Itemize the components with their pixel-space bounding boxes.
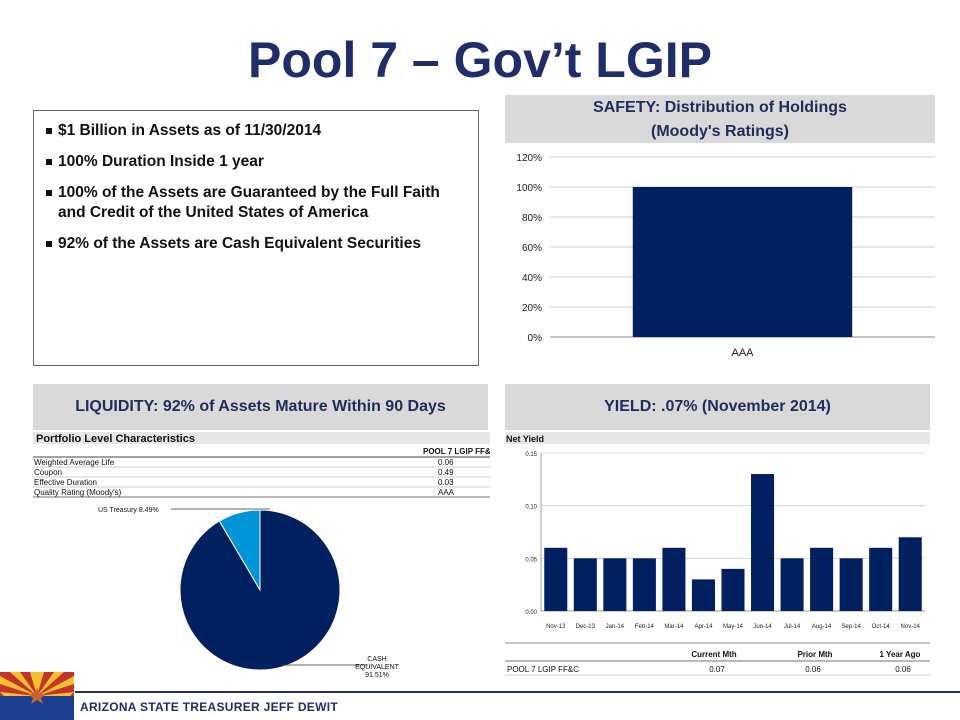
pie-label-cash-1: CASH — [367, 656, 386, 663]
yield-header: YIELD: .07% (November 2014) — [505, 384, 930, 430]
bar — [691, 579, 715, 611]
list-item: 100% of the Assets are Guaranteed by the… — [46, 183, 466, 223]
bar — [810, 547, 834, 611]
x-tick-label: Oct-14 — [872, 624, 891, 630]
table-title: Portfolio Level Characteristics — [36, 433, 195, 445]
page-title: Pool 7 – Gov’t LGIP — [248, 32, 712, 88]
y-tick-label: 20% — [522, 303, 542, 314]
yield-col-header: 1 Year Ago — [880, 650, 921, 659]
yield-value-current: 0.07 — [709, 665, 725, 674]
x-tick-label: AAA — [731, 347, 754, 359]
yield-bars: 0.00 0.05 0.10 0.15 Nov-13 Dec-13 Jan-14 Feb-14… — [525, 452, 925, 630]
bullet-square-icon — [46, 128, 52, 134]
row-label: Quality Rating (Moody's) — [34, 488, 122, 497]
row-label: Effective Duration — [34, 478, 97, 487]
table-row: Coupon 0.49 — [33, 468, 490, 478]
bar — [869, 547, 893, 611]
pie-label-cash-3: 91.51% — [365, 672, 389, 679]
x-tick-label: Nov-14 — [901, 624, 921, 630]
y-tick-label: 100% — [516, 183, 542, 194]
yield-col-header: Prior Mth — [797, 650, 832, 659]
row-value: 0.03 — [438, 478, 454, 487]
liquidity-panel: Portfolio Level Characteristics POOL 7 L… — [33, 432, 490, 679]
y-tick-label: 120% — [516, 153, 542, 164]
y-tick-label: 0.10 — [525, 505, 537, 511]
list-item: 92% of the Assets are Cash Equivalent Se… — [46, 234, 466, 254]
pie-slice-cash-equivalent — [179, 509, 341, 671]
bullet-square-icon — [46, 241, 52, 247]
table-row: Weighted Average Life 0.06 — [33, 458, 490, 468]
y-tick-label: 0% — [528, 333, 543, 344]
y-tick-label: 80% — [522, 213, 542, 224]
safety-header: SAFETY: Distribution of Holdings (Moody'… — [505, 95, 935, 143]
safety-header-line2: (Moody's Ratings) — [650, 123, 790, 140]
yield-value-prior: 0.06 — [805, 665, 821, 674]
footer-divider — [75, 691, 960, 693]
net-yield-title: Net Yield — [506, 434, 544, 444]
bar — [573, 558, 597, 611]
key-facts-box: $1 Billion in Assets as of 11/30/2014 10… — [33, 110, 479, 366]
x-tick-label: May-14 — [723, 624, 744, 630]
y-tick-label: 40% — [522, 273, 542, 284]
row-value: 0.49 — [438, 468, 454, 477]
x-tick-label: Apr-14 — [694, 624, 713, 630]
safety-header-line1: SAFETY: Distribution of Holdings — [593, 99, 847, 116]
bar — [898, 537, 922, 611]
x-tick-label: Mar-14 — [664, 624, 684, 630]
key-facts-list: $1 Billion in Assets as of 11/30/2014 10… — [46, 121, 466, 254]
table-row: Quality Rating (Moody's) AAA — [33, 488, 490, 498]
yield-value-year-ago: 0.06 — [895, 665, 911, 674]
x-tick-label: Aug-14 — [812, 624, 832, 630]
row-label: Coupon — [34, 468, 62, 477]
list-item: $1 Billion in Assets as of 11/30/2014 — [46, 121, 466, 141]
x-tick-label: Jun-14 — [753, 624, 772, 630]
footer-text: ARIZONA STATE TREASURER JEFF DEWIT — [80, 700, 338, 714]
y-tick-label: 0.05 — [525, 557, 537, 563]
bar — [632, 558, 656, 611]
bullet-square-icon — [46, 159, 52, 165]
row-value: 0.06 — [438, 458, 454, 467]
x-tick-label: Dec-13 — [576, 624, 596, 630]
y-tick-label: 0.00 — [525, 610, 537, 616]
holdings-pie-chart — [179, 509, 341, 671]
yield-col-header: Current Mth — [691, 650, 736, 659]
bar — [839, 558, 863, 611]
bar — [721, 568, 745, 611]
x-tick-label: Sep-14 — [841, 624, 861, 630]
bar — [662, 547, 686, 611]
bar — [780, 558, 804, 611]
y-tick-label: 60% — [522, 243, 542, 254]
bar — [544, 547, 568, 611]
bullet-square-icon — [46, 190, 52, 196]
x-tick-label: Jan-14 — [606, 624, 625, 630]
x-tick-label: Nov-13 — [546, 624, 566, 630]
y-tick-label: 0.15 — [525, 452, 537, 458]
column-header: POOL 7 LGIP FF&C — [423, 447, 490, 456]
row-label: Weighted Average Life — [34, 458, 115, 467]
net-yield-title-bg — [505, 432, 930, 444]
bar — [603, 558, 627, 611]
pie-label-treasury: US Treasury 8.49% — [98, 507, 159, 514]
yield-row-label: POOL 7 LGIP FF&C — [507, 665, 579, 674]
net-yield-bar-chart: Net Yield 0.00 0.05 0.10 0.15 Nov-13 Dec-13 Ja… — [505, 432, 930, 676]
row-value: AAA — [438, 488, 455, 497]
liquidity-header: LIQUIDITY: 92% of Assets Mature Within 9… — [33, 384, 488, 430]
arizona-flag-logo — [0, 672, 74, 720]
pie-label-cash-2: EQUIVALENT — [355, 664, 400, 671]
list-item: 100% Duration Inside 1 year — [46, 152, 466, 172]
bar — [751, 474, 775, 611]
bar — [632, 187, 853, 337]
table-title-bg — [33, 432, 490, 444]
safety-bar-chart: 0% 20% 40% 60% 80% 100% 120% AAA — [516, 153, 935, 359]
x-tick-label: Jul-14 — [784, 624, 801, 630]
x-tick-label: Feb-14 — [635, 624, 655, 630]
table-row: Effective Duration 0.03 — [33, 478, 490, 488]
